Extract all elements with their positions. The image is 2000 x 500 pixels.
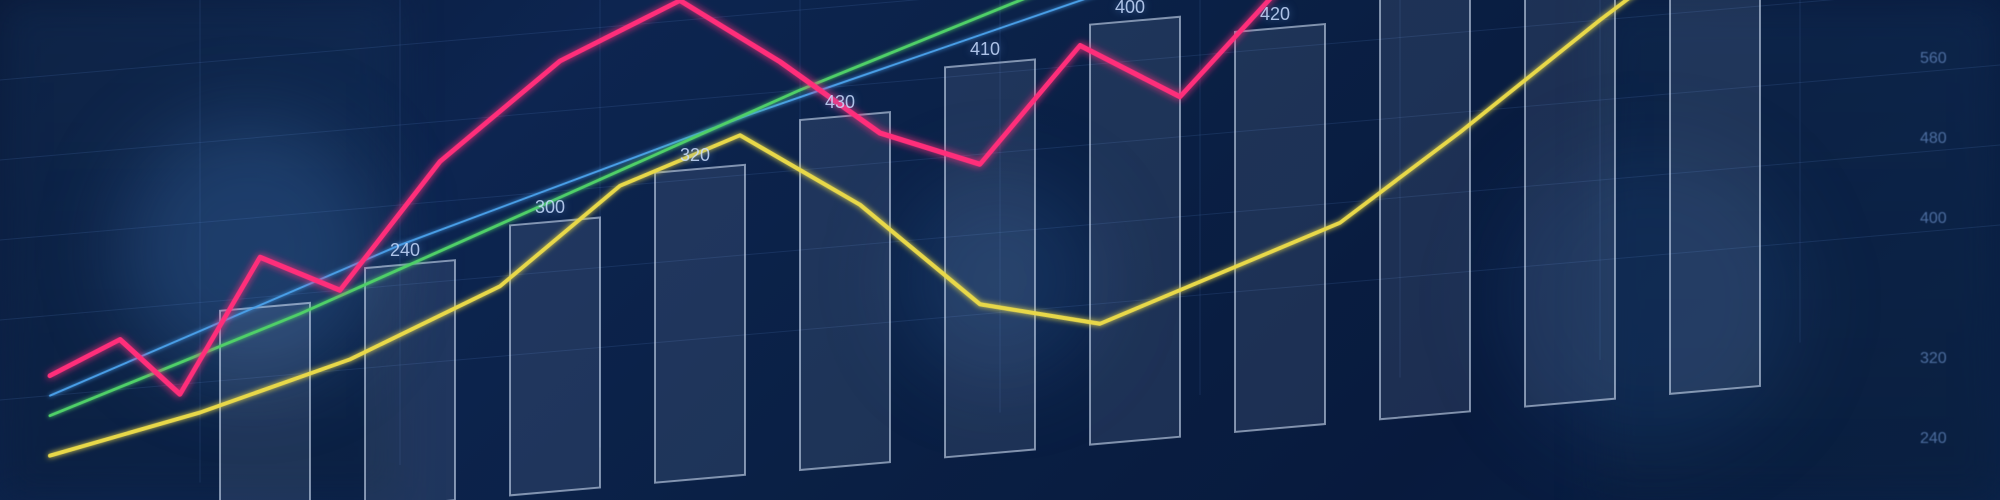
chart-bar — [1235, 24, 1325, 432]
bar-value-label: 430 — [825, 92, 855, 113]
axis-tick-label: 320 — [1920, 350, 1947, 368]
bar-value-label: 410 — [970, 39, 1000, 60]
chart-bar — [1670, 0, 1760, 394]
axis-tick-label: 240 — [1920, 430, 1947, 448]
bar-value-label: 320 — [680, 145, 710, 166]
chart-bar — [1090, 17, 1180, 445]
chart-bar — [945, 59, 1035, 457]
chart-bar — [655, 165, 745, 483]
bar-value-label: 240 — [390, 240, 420, 261]
bar-value-label: 300 — [535, 197, 565, 218]
chart-bar — [1525, 0, 1615, 407]
axis-tick-label: 400 — [1920, 210, 1947, 228]
bar-value-label: 420 — [1260, 4, 1290, 25]
bar-value-label: 400 — [1115, 0, 1145, 18]
chart-bar — [365, 260, 455, 500]
financial-chart — [0, 0, 2000, 500]
chart-bar — [1380, 0, 1470, 419]
axis-tick-label: 480 — [1920, 130, 1947, 148]
chart-bar — [800, 112, 890, 470]
axis-tick-label: 560 — [1920, 50, 1947, 68]
chart-bar — [510, 218, 600, 496]
